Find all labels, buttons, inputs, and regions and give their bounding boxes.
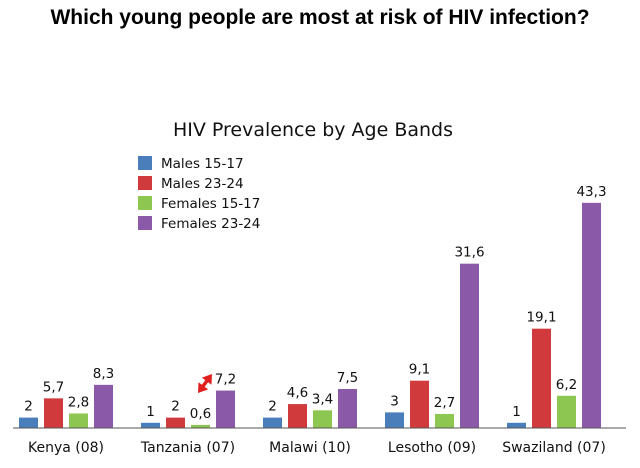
bar-kenya-08-males-23-24 [44,398,63,428]
data-label-tanzania-07-females-15-17: 0,6 [190,406,211,422]
bar-malawi-10-females-15-17 [313,410,332,428]
bar-swaziland-07-females-15-17 [557,395,576,428]
data-label-lesotho-09-males-15-17: 3 [390,393,399,409]
bars-group [19,202,601,428]
bar-tanzania-07-males-23-24 [166,417,185,428]
data-label-malawi-10-males-15-17: 2 [268,399,277,415]
tick-label-tanzania-07: Tanzania (07) [140,440,235,456]
data-label-tanzania-07-females-23-24: 7,2 [215,372,236,388]
data-label-kenya-08-males-23-24: 5,7 [43,379,64,395]
tick-label-lesotho-09: Lesotho (09) [388,440,476,456]
data-label-swaziland-07-males-23-24: 19,1 [526,310,556,326]
data-labels-group: 25,72,88,31 2 0,67,224,6 3,47,539,12,731,61… [24,184,606,422]
chart-title: HIV Prevalence by Age Bands [173,119,453,141]
annotation-arrow-head-down [198,382,209,393]
bar-lesotho-09-females-23-24 [460,263,479,428]
legend-swatch-females-15-17 [138,196,152,210]
legend-label-females-15-17: Females 15-17 [161,196,260,212]
bar-tanzania-07-females-23-24 [216,390,235,428]
legend-label-females-23-24: Females 23-24 [161,216,260,232]
annotation-group [198,374,212,393]
annotation-arrow-head-up [201,374,212,385]
data-label-kenya-08-females-23-24: 8,3 [93,366,114,382]
data-label-malawi-10-females-15-17: 3,4 [312,391,333,407]
bar-tanzania-07-females-15-17 [191,424,210,428]
bar-lesotho-09-females-15-17 [435,413,454,428]
data-label-swaziland-07-males-15-17: 1 [512,404,521,420]
data-label-lesotho-09-males-23-24: 9,1 [409,362,430,378]
legend-swatch-females-23-24 [138,216,152,230]
legend-swatch-males-23-24 [138,176,152,190]
bar-swaziland-07-females-23-24 [582,202,601,428]
data-label-lesotho-09-females-15-17: 2,7 [434,395,455,411]
x-tick-labels: Kenya (08) Tanzania (07) Malawi (10) Lesoth… [28,440,606,456]
data-label-swaziland-07-females-23-24: 43,3 [576,184,606,200]
bar-malawi-10-males-15-17 [263,417,282,428]
data-label-swaziland-07-females-15-17: 6,2 [556,377,577,393]
bar-lesotho-09-males-23-24 [410,380,429,428]
bar-malawi-10-females-23-24 [338,389,357,428]
bar-kenya-08-females-23-24 [94,384,113,428]
bar-lesotho-09-males-15-17 [385,412,404,428]
data-label-tanzania-07-males-23-24: 2 [171,399,180,415]
bar-swaziland-07-males-15-17 [507,422,526,428]
bar-kenya-08-females-15-17 [69,413,88,428]
legend-swatch-males-15-17 [138,156,152,170]
bar-swaziland-07-males-23-24 [532,328,551,428]
tick-label-malawi-10: Malawi (10) [269,440,351,456]
tick-label-swaziland-07: Swaziland (07) [502,440,606,456]
data-label-tanzania-07-males-15-17: 1 [146,404,155,420]
bar-malawi-10-males-23-24 [288,404,307,428]
data-label-lesotho-09-females-23-24: 31,6 [454,245,484,261]
data-label-malawi-10-males-23-24: 4,6 [287,385,308,401]
data-label-malawi-10-females-23-24: 7,5 [337,370,358,386]
legend-label-males-15-17: Males 15-17 [161,156,244,172]
bar-kenya-08-males-15-17 [19,417,38,428]
tick-label-kenya-08: Kenya (08) [28,440,104,456]
page-heading: Which young people are most at risk of H… [50,6,590,29]
legend: Males 15-17 Males 23-24 Females 15-17 Femal… [138,156,260,232]
data-label-kenya-08-females-15-17: 2,8 [68,394,89,410]
data-label-kenya-08-males-15-17: 2 [24,399,33,415]
legend-label-males-23-24: Males 23-24 [161,176,244,192]
bar-tanzania-07-males-15-17 [141,422,160,428]
